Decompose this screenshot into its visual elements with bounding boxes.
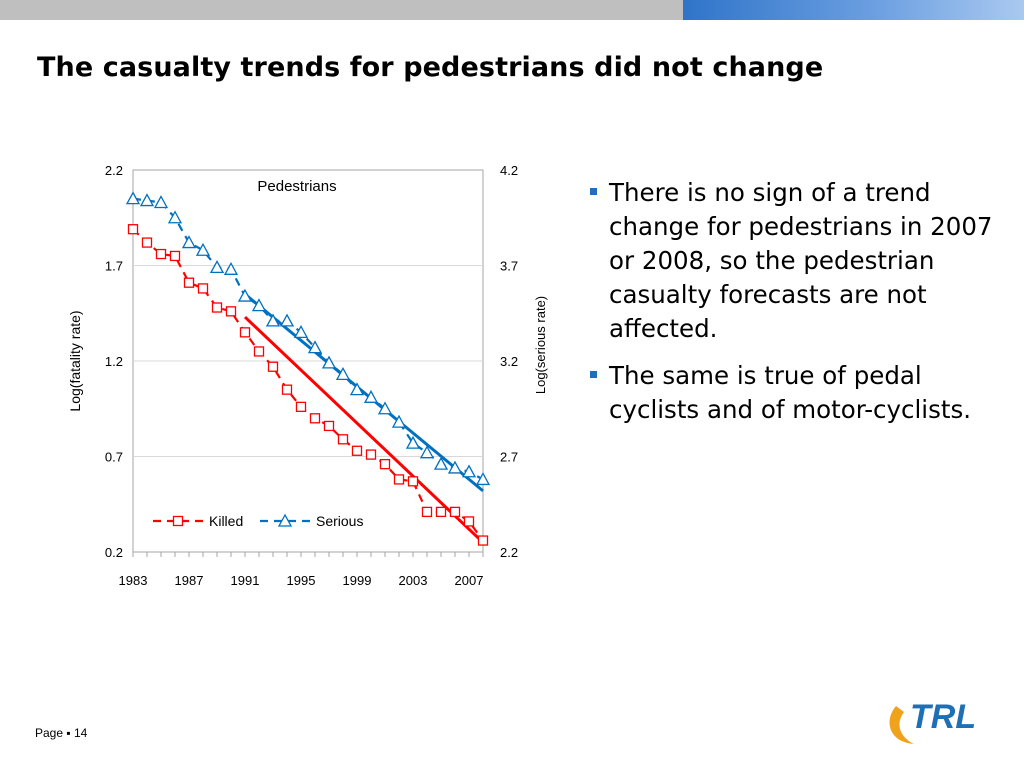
serious-point <box>293 324 309 339</box>
bullet-marker-icon <box>590 188 597 195</box>
killed-point <box>197 283 209 294</box>
y-tick-label: 1.7 <box>105 259 123 274</box>
serious-point <box>475 472 491 486</box>
serious-point <box>461 464 477 478</box>
y2-axis-title: Log(serious rate) <box>533 296 548 394</box>
serious-point <box>419 445 435 459</box>
bullet-list: There is no sign of a trend change for p… <box>588 176 1008 440</box>
serious-point <box>223 261 239 275</box>
y2-tick-label: 2.2 <box>500 545 518 560</box>
page-footer: Page ▪ 14 <box>35 726 87 740</box>
serious-point <box>125 191 141 205</box>
serious-point <box>391 414 407 428</box>
serious-point <box>405 435 421 449</box>
bullet-marker-icon <box>590 371 597 378</box>
logo-swoosh-icon <box>889 706 914 744</box>
top-bar-gray <box>0 0 683 20</box>
serious-point <box>265 313 281 327</box>
y-tick-label: 0.7 <box>105 450 123 465</box>
killed-point <box>127 224 139 235</box>
page-number: 14 <box>73 726 88 740</box>
trl-logo: TRL <box>889 698 976 744</box>
serious-point <box>153 195 169 209</box>
serious-series-line <box>132 197 484 481</box>
killed-point <box>155 248 167 260</box>
serious-point <box>167 210 183 224</box>
killed-point <box>281 384 293 395</box>
y2-tick-label: 2.7 <box>500 450 518 465</box>
killed-trend-line <box>243 315 485 544</box>
killed-point <box>365 449 377 460</box>
y-tick-label: 0.2 <box>105 545 123 560</box>
serious-point <box>321 355 337 369</box>
killed-point <box>169 250 181 262</box>
x-tick-label: 2007 <box>455 573 484 588</box>
killed-point <box>267 361 279 372</box>
top-bar <box>0 0 1024 20</box>
x-tick-label: 1991 <box>231 573 260 588</box>
serious-point <box>447 460 463 474</box>
bullet-item: There is no sign of a trend change for p… <box>588 176 1008 346</box>
serious-point <box>363 389 379 403</box>
killed-point <box>477 535 489 546</box>
page-label: Page <box>35 726 64 740</box>
killed-point <box>449 506 461 518</box>
serious-point <box>307 340 323 354</box>
killed-point <box>225 306 237 317</box>
killed-point <box>141 237 153 248</box>
serious-point <box>279 313 295 327</box>
serious-point <box>349 382 365 396</box>
bullet-text: There is no sign of a trend change for p… <box>609 178 993 343</box>
logo-lettering: TRL <box>910 698 976 736</box>
serious-point <box>209 260 225 274</box>
killed-point <box>253 346 265 357</box>
killed-point <box>463 516 475 527</box>
bullet-text: The same is true of pedal cyclists and o… <box>609 361 972 424</box>
legend-label: Serious <box>316 513 363 529</box>
y2-tick-label: 3.7 <box>500 259 518 274</box>
killed-point <box>407 476 419 487</box>
killed-point <box>309 413 321 424</box>
serious-point <box>335 367 351 381</box>
x-tick-label: 1987 <box>175 573 204 588</box>
x-tick-label: 1983 <box>119 573 148 588</box>
y-tick-label: 1.2 <box>105 354 123 369</box>
bullet-item: The same is true of pedal cyclists and o… <box>588 359 1008 427</box>
top-bar-blue <box>683 0 1024 20</box>
x-tick-label: 1995 <box>287 573 316 588</box>
serious-point <box>181 235 197 249</box>
serious-trend-line <box>244 292 484 493</box>
page-separator: ▪ <box>66 726 71 740</box>
chart-title: Pedestrians <box>257 178 336 195</box>
killed-point <box>211 302 223 313</box>
serious-point <box>433 456 449 470</box>
serious-point <box>195 242 211 256</box>
killed-point <box>323 420 335 432</box>
y-tick-label: 2.2 <box>105 163 123 178</box>
serious-point <box>139 193 155 207</box>
killed-point <box>183 277 195 288</box>
y2-tick-label: 4.2 <box>500 163 518 178</box>
pedestrians-chart: 0.2 0.7 1.2 1.7 2.2 2.2 2.7 3.2 3.7 4.2 1983 1987 19… <box>67 163 548 588</box>
serious-point <box>277 513 293 527</box>
legend-label: Killed <box>209 513 243 529</box>
x-tick-label: 1999 <box>343 573 372 588</box>
killed-point <box>393 474 405 485</box>
killed-point <box>337 434 349 445</box>
killed-point <box>172 515 184 527</box>
killed-point <box>239 327 251 338</box>
y-axis-title: Log(fatality rate) <box>67 310 83 411</box>
killed-point <box>435 506 447 518</box>
slide-title: The casualty trends for pedestrians did … <box>37 52 824 83</box>
serious-point <box>377 401 393 415</box>
y2-tick-label: 3.2 <box>500 354 518 369</box>
serious-point <box>251 298 267 312</box>
serious-point <box>237 288 253 302</box>
killed-point <box>295 401 307 412</box>
killed-point <box>379 458 391 470</box>
killed-point <box>421 506 433 518</box>
x-tick-label: 2003 <box>399 573 428 588</box>
killed-point <box>351 445 363 456</box>
